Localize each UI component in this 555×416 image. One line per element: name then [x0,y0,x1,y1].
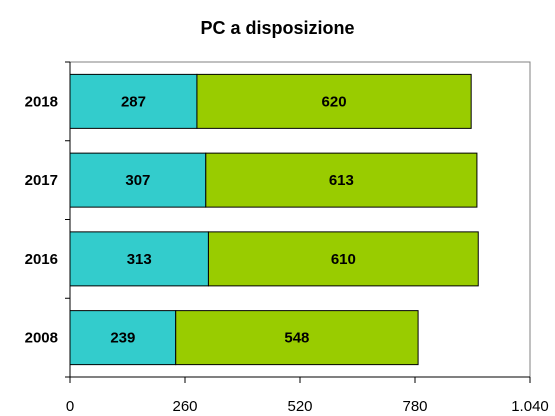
bar-segment [69,310,177,366]
chart-title: PC a disposizione [200,18,355,38]
axes [65,61,531,383]
labels: 287 620 2018 307 613 2017 313 610 2016 239 548 2008… [25,93,549,415]
data-label: 548 [284,330,309,347]
data-label: 287 [121,93,146,110]
data-label: 307 [125,172,150,189]
x-tick-label: 0 [66,398,74,415]
bar-segment [175,310,419,366]
x-tick-label: 780 [402,398,427,415]
data-label: 313 [127,251,152,268]
bar-segment [205,152,478,208]
bar-segment [196,73,472,129]
category-label: 2016 [25,251,58,268]
category-label: 2017 [25,172,58,189]
bar-segment [69,73,198,129]
data-label: 620 [322,93,347,110]
x-tick-label: 520 [287,398,312,415]
data-label: 239 [110,330,135,347]
bars [69,73,479,366]
x-tick-label: 1.040 [511,398,549,415]
category-label: 2018 [25,93,58,110]
category-label: 2008 [25,330,58,347]
bar-segment [69,152,207,208]
data-label: 613 [329,172,354,189]
bar-segment [69,231,209,287]
bar-segment [207,231,479,287]
x-tick-label: 260 [172,398,197,415]
data-label: 610 [331,251,356,268]
